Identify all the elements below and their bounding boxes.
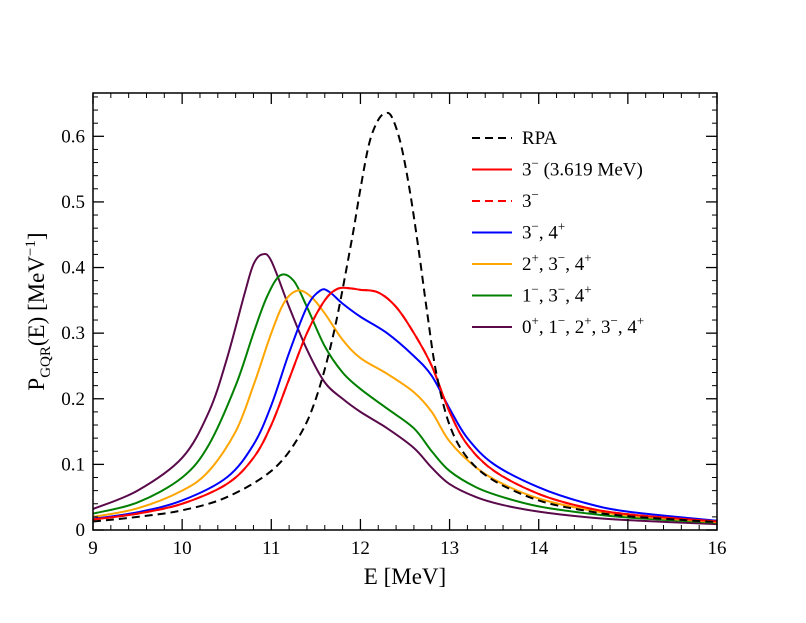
y-tick-label: 0 bbox=[76, 520, 86, 541]
series-line-5 bbox=[93, 273, 717, 524]
legend-label-1: 3−​ (3.619 MeV) bbox=[522, 156, 643, 181]
y-tick-label: 0.4 bbox=[61, 258, 85, 279]
series-lines bbox=[93, 111, 717, 526]
series-line-4 bbox=[93, 289, 717, 524]
legend-label-6: 0+​, 1−​, 2+​, 3−​, 4+​ bbox=[522, 313, 644, 338]
legend-label-3: 3−​, 4+​ bbox=[522, 219, 565, 244]
series-line-1 bbox=[93, 286, 717, 523]
series-line-3 bbox=[93, 288, 717, 522]
legend-label-0: RPA bbox=[522, 128, 557, 149]
x-tick-label: 14 bbox=[529, 538, 549, 559]
y-tick-label: 0.3 bbox=[61, 323, 85, 344]
y-axis-label: PGQR(E) [MeV−1] bbox=[23, 232, 54, 390]
y-tick-label: 0.6 bbox=[61, 126, 85, 147]
y-tick-label: 0.1 bbox=[61, 454, 85, 475]
x-axis-label: E [MeV] bbox=[364, 564, 446, 589]
y-tick-label: 0.5 bbox=[61, 192, 85, 213]
x-tick-label: 15 bbox=[618, 538, 637, 559]
legend-label-4: 2+​, 3−​, 4+​ bbox=[522, 250, 592, 275]
x-tick-label: 9 bbox=[88, 538, 98, 559]
y-tick-label: 0.2 bbox=[61, 389, 85, 410]
x-tick-label: 13 bbox=[440, 538, 459, 559]
plot-frame bbox=[92, 92, 718, 531]
x-tick-label: 12 bbox=[351, 538, 370, 559]
x-tick-label: 16 bbox=[708, 538, 727, 559]
x-tick-label: 11 bbox=[262, 538, 280, 559]
series-line-0 bbox=[93, 111, 717, 524]
legend-label-2: 3−​ bbox=[522, 187, 539, 212]
x-tick-label: 10 bbox=[173, 538, 192, 559]
axes: 9 10 11 12 13 14 15 16 0 0.1 0.2 0.3 0.4 0.5 0.6 E [MeV… bbox=[23, 92, 727, 589]
series-line-6 bbox=[93, 252, 717, 526]
legend-label-5: 1−​, 3−​, 4+​ bbox=[522, 282, 592, 307]
legend: RPA 3−​ (3.619 MeV) 3−​ 3−​, 4+​ 2+​, 3−​, 4… bbox=[472, 128, 644, 338]
